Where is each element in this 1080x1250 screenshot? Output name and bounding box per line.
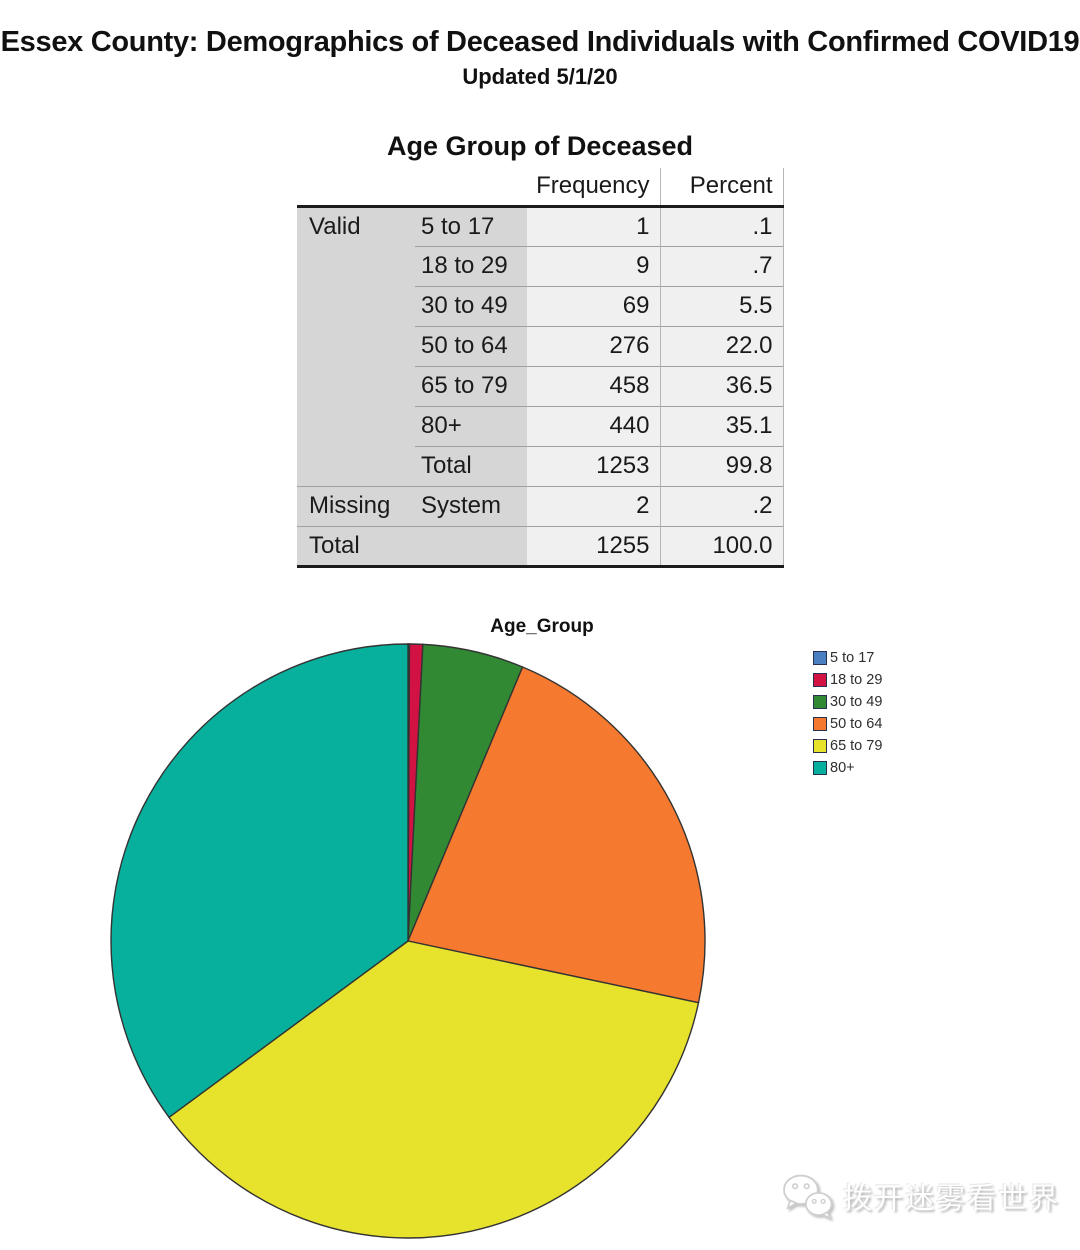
row-section <box>297 406 415 446</box>
row-frequency: 458 <box>527 365 660 406</box>
row-label: 80+ <box>415 405 527 446</box>
row-percent: 36.5 <box>659 365 784 406</box>
table-row: 80+ 440 35.1 <box>297 405 784 446</box>
pie-slice-50-to-64 <box>407 666 706 1004</box>
row-section: Valid <box>297 206 415 246</box>
row-section <box>297 286 415 326</box>
row-percent: 35.1 <box>659 405 784 446</box>
legend-swatch <box>813 716 827 731</box>
pie-chart <box>110 643 706 1239</box>
legend-label: 65 to 79 <box>830 737 883 754</box>
row-label: 65 to 79 <box>415 365 527 406</box>
row-frequency: 276 <box>527 325 660 366</box>
legend-item: 65 to 79 <box>813 737 883 754</box>
legend-item: 18 to 29 <box>813 671 883 688</box>
table-header-row: Frequency Percent <box>297 168 784 208</box>
row-percent: .7 <box>659 245 784 286</box>
watermark: 拨开迷雾看世界 <box>781 1172 1060 1220</box>
row-percent: .1 <box>659 206 784 246</box>
legend-label: 5 to 17 <box>830 649 875 666</box>
legend-swatch <box>813 672 827 687</box>
pie-legend: 5 to 17 18 to 29 30 to 49 50 to 64 65 to… <box>813 650 882 782</box>
legend-label: 80+ <box>830 759 855 776</box>
row-section: Missing <box>297 485 415 526</box>
row-frequency: 1 <box>527 206 660 246</box>
legend-item: 50 to 64 <box>813 715 883 732</box>
table-header-percent: Percent <box>659 168 784 208</box>
table-row: 18 to 29 9 .7 <box>297 245 784 286</box>
row-section <box>297 446 415 486</box>
legend-item: 30 to 49 <box>813 693 883 710</box>
watermark-text: 拨开迷雾看世界 <box>842 1183 1060 1215</box>
legend-swatch <box>813 650 827 665</box>
row-percent: 22.0 <box>659 325 784 366</box>
row-frequency: 9 <box>527 245 660 286</box>
frequency-table: Frequency Percent Valid 5 to 17 1 .1 18 … <box>297 168 784 568</box>
legend-swatch <box>813 760 827 775</box>
pie-chart-title: Age_Group <box>490 616 594 637</box>
row-section <box>297 366 415 406</box>
row-label: 30 to 49 <box>415 285 527 326</box>
row-frequency: 1253 <box>527 445 660 486</box>
legend-label: 18 to 29 <box>830 671 883 688</box>
row-percent: 99.8 <box>659 445 784 486</box>
wechat-bubbles-icon <box>783 1174 833 1220</box>
table-title: Age Group of Deceased <box>386 131 694 161</box>
table-row: Total 1255 100.0 <box>297 525 784 568</box>
table-header-frequency: Frequency <box>527 168 660 208</box>
legend-swatch <box>813 694 827 709</box>
table-row: 50 to 64 276 22.0 <box>297 325 784 366</box>
row-section: Total <box>297 525 415 568</box>
row-frequency: 2 <box>527 485 660 526</box>
row-section <box>297 326 415 366</box>
row-frequency: 1255 <box>527 525 660 568</box>
row-label: System <box>415 485 527 526</box>
legend-label: 30 to 49 <box>830 693 883 710</box>
row-percent: .2 <box>659 485 784 526</box>
row-label: 5 to 17 <box>415 206 527 246</box>
table-row: 30 to 49 69 5.5 <box>297 285 784 326</box>
row-section <box>297 246 415 286</box>
table-header-empty <box>297 168 527 208</box>
legend-label: 50 to 64 <box>830 715 883 732</box>
legend-item: 80+ <box>813 759 882 776</box>
row-label: 18 to 29 <box>415 245 527 286</box>
table-row: Missing System 2 .2 <box>297 485 784 526</box>
pie-slice-80+ <box>110 643 409 1119</box>
row-percent: 5.5 <box>659 285 784 326</box>
legend-swatch <box>813 738 827 753</box>
row-label: 50 to 64 <box>415 325 527 366</box>
page-title: Essex County: Demographics of Deceased I… <box>0 26 1080 58</box>
page-subtitle: Updated 5/1/20 <box>462 64 618 89</box>
legend-item: 5 to 17 <box>813 649 882 666</box>
table-row: 65 to 79 458 36.5 <box>297 365 784 406</box>
row-label: Total <box>415 445 527 486</box>
table-row: Total 1253 99.8 <box>297 445 784 486</box>
row-percent: 100.0 <box>659 525 784 568</box>
table-row: Valid 5 to 17 1 .1 <box>297 206 784 246</box>
pie-slice-65-to-79 <box>168 940 700 1239</box>
row-frequency: 69 <box>527 285 660 326</box>
row-frequency: 440 <box>527 405 660 446</box>
row-label <box>415 525 527 568</box>
